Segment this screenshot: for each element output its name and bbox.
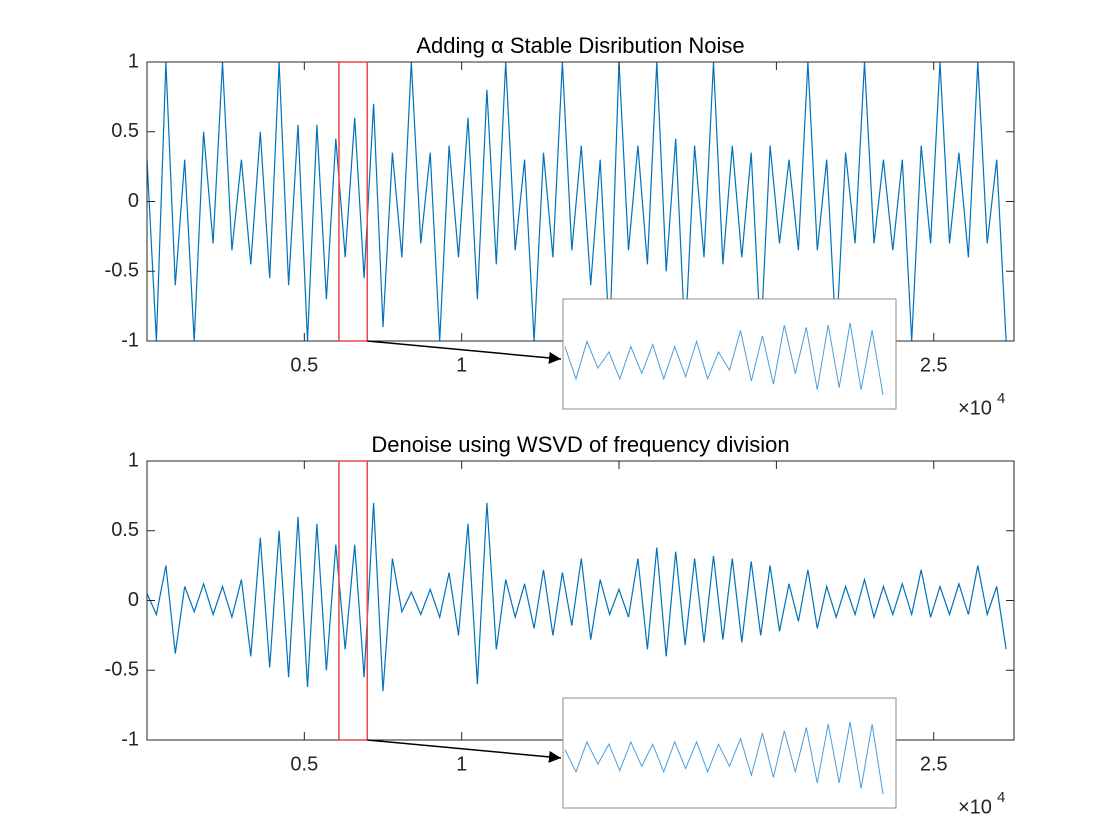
x-multiplier: ×10 [958, 796, 992, 818]
x-tick-label: 1 [456, 753, 467, 775]
x-multiplier-exponent: 4 [997, 390, 1005, 407]
y-tick-label: 0 [128, 190, 139, 212]
y-tick-label: -1 [121, 329, 139, 351]
y-tick-label: 0.5 [111, 120, 139, 142]
x-tick-label: 0.5 [290, 753, 318, 775]
inset-line [564, 721, 884, 795]
y-tick-label: -0.5 [105, 659, 139, 681]
x-tick-label: 1 [456, 354, 467, 376]
chart-title: Denoise using WSVD of frequency division [371, 432, 789, 457]
zoom-region [338, 460, 369, 741]
y-tick-label: -0.5 [105, 260, 139, 282]
inset-box [562, 697, 897, 809]
x-multiplier-exponent: 4 [997, 789, 1005, 806]
inset-box [562, 298, 897, 410]
y-tick-label: 1 [128, 449, 139, 471]
signal-line [147, 502, 1007, 692]
y-tick-label: 0.5 [111, 519, 139, 541]
y-tick-label: 1 [128, 50, 139, 72]
zoom-arrow [367, 340, 562, 364]
inset-line [564, 322, 884, 396]
x-tick-label: 2.5 [920, 753, 948, 775]
zoom-region [338, 61, 369, 342]
x-tick-label: 2.5 [920, 354, 948, 376]
x-multiplier: ×10 [958, 397, 992, 419]
signal-line [147, 62, 1007, 341]
chart-title: Adding α Stable Disribution Noise [416, 33, 744, 58]
zoom-arrow [367, 739, 562, 763]
y-tick-label: 0 [128, 589, 139, 611]
x-tick-label: 0.5 [290, 354, 318, 376]
y-tick-label: -1 [121, 728, 139, 750]
